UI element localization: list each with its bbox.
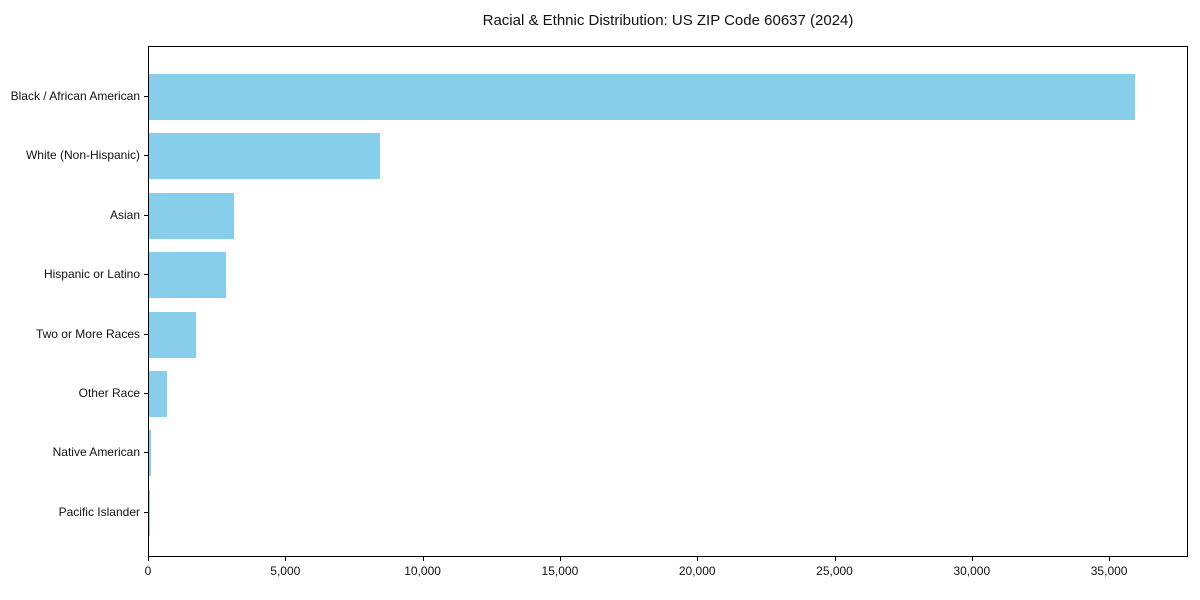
bar <box>149 430 151 477</box>
y-tick-mark <box>144 452 148 454</box>
y-tick-mark <box>144 96 148 97</box>
x-tick-mark <box>422 557 424 561</box>
y-tick-label: White (Non-Hispanic) <box>25 148 140 163</box>
y-tick-mark <box>144 393 148 394</box>
y-tick-mark <box>144 214 148 216</box>
x-tick-label: 5,000 <box>270 564 301 578</box>
x-tick-mark <box>1109 557 1111 561</box>
x-tick-mark <box>148 557 149 561</box>
y-tick-label: Two or More Races <box>35 326 140 341</box>
bar <box>149 489 150 536</box>
bar <box>149 371 167 417</box>
x-tick-label: 10,000 <box>404 564 441 578</box>
chart-title: Racial & Ethnic Distribution: US ZIP Cod… <box>482 12 854 29</box>
y-tick-mark <box>144 333 148 335</box>
x-tick-label: 0 <box>144 564 152 578</box>
y-tick-mark <box>144 155 148 157</box>
x-tick-label: 35,000 <box>1090 564 1128 578</box>
bar <box>149 252 226 299</box>
plot-area <box>148 46 1188 557</box>
bar <box>149 192 235 239</box>
x-tick-mark <box>285 557 287 561</box>
x-tick-mark <box>697 557 699 561</box>
y-tick-label: Other Race <box>78 386 140 400</box>
y-tick-label: Native American <box>52 445 140 460</box>
y-tick-label: Black / African American <box>10 89 140 103</box>
x-tick-label: 15,000 <box>541 564 579 578</box>
y-tick-label: Asian <box>109 207 140 222</box>
x-tick-label: 30,000 <box>953 564 991 578</box>
y-tick-mark <box>144 274 148 276</box>
y-tick-mark <box>144 511 148 513</box>
x-tick-mark <box>971 557 973 561</box>
y-tick-label: Pacific Islander <box>58 504 140 519</box>
x-tick-label: 20,000 <box>678 564 716 578</box>
y-tick-label: Hispanic or Latino <box>43 267 140 282</box>
x-tick-mark <box>559 557 561 561</box>
x-tick-mark <box>834 557 836 561</box>
bar <box>149 74 1135 120</box>
bar <box>149 311 196 358</box>
bar <box>149 133 380 180</box>
x-tick-label: 25,000 <box>816 564 853 578</box>
